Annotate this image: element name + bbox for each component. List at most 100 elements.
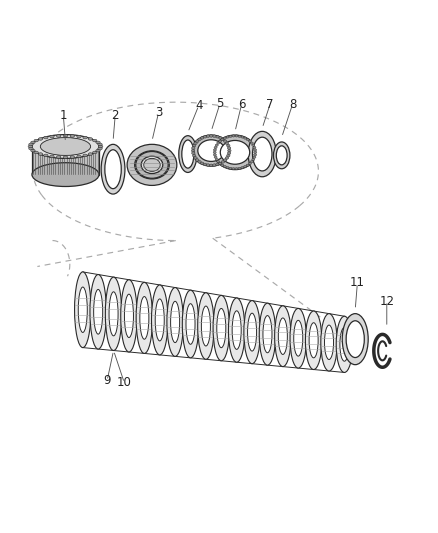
Ellipse shape	[196, 159, 199, 161]
Ellipse shape	[192, 144, 196, 147]
Ellipse shape	[252, 158, 255, 160]
Ellipse shape	[179, 136, 197, 173]
Ellipse shape	[34, 139, 39, 142]
Ellipse shape	[49, 141, 82, 152]
Ellipse shape	[228, 149, 231, 152]
Ellipse shape	[194, 142, 197, 144]
Ellipse shape	[214, 156, 217, 158]
Ellipse shape	[325, 325, 334, 360]
Text: 12: 12	[379, 295, 394, 308]
Ellipse shape	[124, 294, 134, 337]
Ellipse shape	[309, 322, 318, 358]
Ellipse shape	[221, 164, 224, 166]
Ellipse shape	[254, 149, 257, 151]
Ellipse shape	[98, 143, 102, 146]
Ellipse shape	[213, 149, 216, 151]
Ellipse shape	[198, 138, 201, 141]
Ellipse shape	[201, 136, 204, 139]
Ellipse shape	[235, 135, 238, 137]
Ellipse shape	[290, 309, 307, 368]
Ellipse shape	[144, 158, 160, 172]
Ellipse shape	[182, 290, 199, 358]
Ellipse shape	[244, 165, 247, 168]
Ellipse shape	[50, 155, 54, 158]
Ellipse shape	[214, 135, 256, 169]
Ellipse shape	[238, 135, 241, 138]
Ellipse shape	[88, 153, 92, 155]
Ellipse shape	[83, 154, 87, 157]
Ellipse shape	[213, 295, 230, 361]
Ellipse shape	[223, 137, 226, 139]
Ellipse shape	[248, 131, 276, 177]
Ellipse shape	[206, 164, 210, 166]
Ellipse shape	[247, 313, 257, 351]
Ellipse shape	[94, 289, 102, 334]
Ellipse shape	[192, 135, 230, 166]
Ellipse shape	[219, 140, 222, 142]
Ellipse shape	[194, 157, 197, 159]
Ellipse shape	[92, 139, 97, 142]
Ellipse shape	[248, 163, 251, 165]
Ellipse shape	[232, 168, 235, 170]
Ellipse shape	[182, 140, 194, 168]
Ellipse shape	[141, 156, 163, 174]
Ellipse shape	[92, 151, 97, 154]
Ellipse shape	[167, 287, 184, 357]
Ellipse shape	[191, 152, 195, 155]
Ellipse shape	[215, 144, 218, 146]
Ellipse shape	[70, 135, 74, 138]
Ellipse shape	[226, 155, 230, 157]
Ellipse shape	[276, 146, 287, 165]
Ellipse shape	[203, 135, 207, 138]
Ellipse shape	[215, 135, 219, 138]
Ellipse shape	[136, 282, 152, 353]
Polygon shape	[32, 147, 99, 175]
Ellipse shape	[241, 136, 244, 138]
Ellipse shape	[221, 160, 225, 163]
Ellipse shape	[232, 135, 235, 137]
Ellipse shape	[226, 144, 230, 147]
Ellipse shape	[336, 316, 353, 373]
Ellipse shape	[215, 163, 219, 166]
Text: 6: 6	[238, 98, 245, 111]
Ellipse shape	[250, 160, 253, 163]
Ellipse shape	[219, 162, 222, 165]
Ellipse shape	[232, 311, 241, 349]
Ellipse shape	[105, 150, 121, 189]
Ellipse shape	[229, 298, 245, 362]
Ellipse shape	[221, 139, 224, 141]
Text: 7: 7	[266, 98, 274, 111]
Ellipse shape	[44, 136, 48, 139]
Text: 2: 2	[111, 109, 119, 122]
Ellipse shape	[64, 156, 67, 158]
Ellipse shape	[78, 287, 87, 333]
Ellipse shape	[191, 147, 195, 149]
Ellipse shape	[225, 157, 229, 159]
Ellipse shape	[77, 155, 81, 158]
Ellipse shape	[346, 321, 364, 358]
Ellipse shape	[217, 160, 220, 163]
Ellipse shape	[136, 151, 168, 178]
Ellipse shape	[215, 158, 218, 160]
Ellipse shape	[227, 147, 231, 149]
Ellipse shape	[217, 142, 220, 144]
Ellipse shape	[275, 306, 291, 367]
Ellipse shape	[244, 301, 260, 364]
Ellipse shape	[226, 166, 229, 169]
Ellipse shape	[191, 149, 195, 152]
Ellipse shape	[29, 147, 33, 150]
Ellipse shape	[244, 137, 247, 139]
Ellipse shape	[273, 142, 290, 169]
Ellipse shape	[192, 155, 196, 157]
Ellipse shape	[134, 151, 169, 179]
Ellipse shape	[70, 156, 74, 158]
Ellipse shape	[96, 149, 100, 152]
Ellipse shape	[253, 147, 256, 149]
Ellipse shape	[201, 162, 204, 165]
Ellipse shape	[305, 311, 322, 369]
Ellipse shape	[221, 138, 225, 141]
Text: 4: 4	[195, 99, 202, 112]
Ellipse shape	[209, 164, 213, 167]
Ellipse shape	[278, 318, 287, 354]
Ellipse shape	[106, 277, 122, 351]
